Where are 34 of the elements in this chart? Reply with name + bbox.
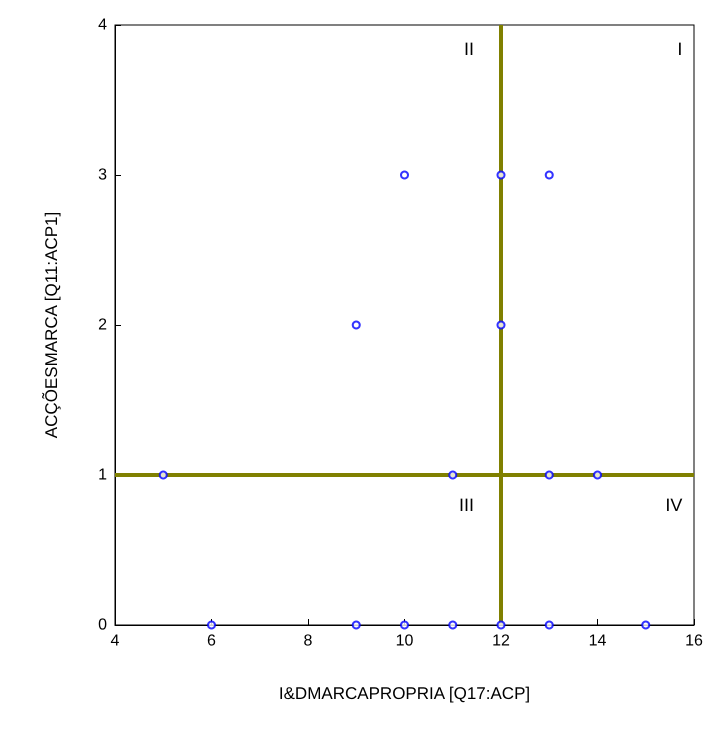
- y-tick-label: 2: [98, 316, 108, 334]
- x-tick-label: 16: [685, 632, 703, 650]
- x-tick-label: 6: [207, 632, 216, 650]
- x-tick-label: 14: [588, 632, 606, 650]
- point: [496, 170, 506, 180]
- x-tick-label: 8: [304, 632, 313, 650]
- point: [448, 470, 458, 480]
- y-tick-label: 4: [98, 16, 108, 34]
- point: [496, 320, 506, 330]
- point: [496, 620, 506, 630]
- point: [400, 170, 409, 180]
- point: [352, 320, 361, 330]
- point: [207, 620, 216, 630]
- point: [641, 620, 650, 630]
- x-tick-label: 10: [396, 632, 414, 650]
- point: [400, 620, 409, 630]
- x-tick-label: 12: [492, 632, 510, 650]
- y-tick-label: 3: [98, 166, 108, 184]
- point: [544, 470, 554, 480]
- point: [448, 620, 458, 630]
- y-axis-title: ACÇÕESMARCA [Q11:ACP1]: [42, 212, 61, 438]
- y-tick-label: 0: [98, 616, 108, 634]
- point: [593, 470, 602, 480]
- annotation: III: [458, 495, 474, 515]
- point: [544, 170, 554, 180]
- point: [352, 620, 361, 630]
- x-axis-title: I&DMARCAPROPRIA [Q17:ACP]: [278, 684, 530, 703]
- annotation: I: [677, 39, 682, 59]
- point: [544, 620, 554, 630]
- annotation: IV: [665, 495, 682, 515]
- y-tick-label: 1: [98, 466, 108, 484]
- annotation: II: [464, 39, 474, 59]
- x-tick-label: 4: [110, 632, 120, 650]
- point: [158, 470, 168, 480]
